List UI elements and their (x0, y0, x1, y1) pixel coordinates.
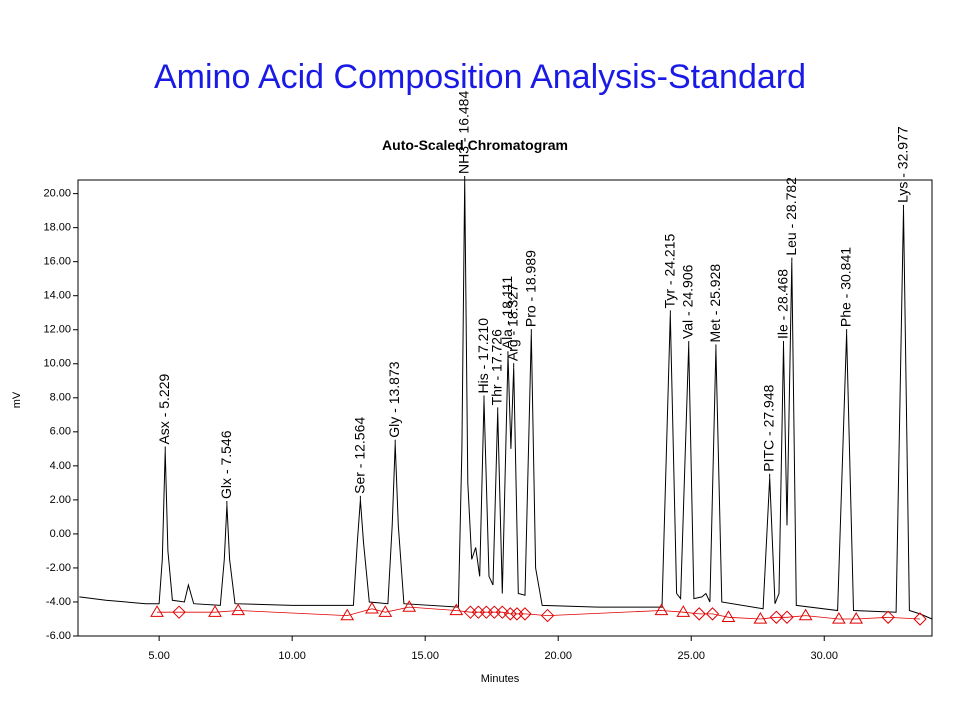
baseline-marker (231, 603, 246, 616)
baseline-marker (753, 611, 768, 624)
peak-label: Lys - 32.977 (894, 126, 910, 203)
x-tick-label: 25.00 (677, 650, 705, 662)
peak-label: Glx - 7.546 (218, 430, 234, 499)
peak-label: Gly - 13.873 (386, 361, 402, 437)
peak-label: Thr - 17.726 (489, 329, 505, 405)
baseline-marker (208, 605, 222, 617)
y-tick-label: 2.00 (50, 494, 71, 506)
x-tick-label: 15.00 (411, 650, 439, 662)
peak-label: PITC - 27.948 (761, 384, 777, 471)
baseline-marker (769, 610, 784, 624)
y-tick-label: 16.00 (43, 256, 71, 268)
peak-label: Leu - 28.782 (783, 177, 799, 256)
y-tick-label: 20.00 (43, 188, 71, 200)
x-tick-label: 20.00 (544, 650, 572, 662)
y-tick-label: 0.00 (50, 528, 71, 540)
x-tick-label: 10.00 (278, 650, 306, 662)
baseline-marker (449, 603, 464, 616)
y-tick-label: 4.00 (50, 460, 71, 472)
baseline-marker (654, 603, 669, 616)
peak-label: Met - 25.928 (707, 264, 723, 343)
baseline-marker (780, 610, 794, 624)
peak-label: NH3 - 16.484 (456, 91, 472, 174)
baseline-marker (849, 611, 864, 624)
baseline-marker (172, 605, 186, 619)
baseline-marker (676, 605, 691, 617)
y-tick-label: 6.00 (50, 426, 71, 438)
peak-label: Ile - 28.468 (774, 269, 790, 339)
chart-title: Auto-Scaled Chromatogram (382, 137, 568, 153)
baseline-marker (692, 607, 706, 621)
baseline-marker (913, 612, 927, 626)
peak-label: Phe - 30.841 (838, 247, 854, 327)
y-tick-label: 14.00 (43, 290, 71, 302)
peak-label: Tyr - 24.215 (661, 234, 677, 309)
baseline-marker (832, 611, 846, 624)
peak-label: His - 17.210 (475, 318, 491, 394)
peak-label: Ala - 18.111 (499, 276, 515, 350)
baseline-marker (402, 600, 417, 612)
peak-label: Asx - 5.229 (156, 374, 172, 445)
y-axis-label: mV (11, 391, 23, 408)
baseline-marker (798, 608, 813, 621)
baseline-marker (503, 607, 518, 621)
y-tick-label: -4.00 (46, 596, 71, 608)
y-tick-label: -6.00 (46, 630, 71, 642)
baseline-marker (540, 608, 555, 623)
plot-frame (77, 179, 933, 637)
baseline-marker (881, 610, 895, 624)
baseline-marker (705, 607, 720, 621)
y-tick-label: 8.00 (50, 392, 71, 404)
baseline-marker (340, 608, 355, 621)
baseline-marker (518, 607, 532, 621)
baseline-marker (721, 610, 736, 622)
x-axis-label: Minutes (481, 673, 520, 685)
baseline-marker (150, 605, 164, 617)
x-tick-label: 5.00 (148, 650, 169, 662)
y-tick-label: 10.00 (43, 358, 71, 370)
peak-label: Val - 24.906 (680, 264, 696, 339)
baseline-marker (378, 605, 393, 617)
x-tick-label: 30.00 (810, 650, 838, 662)
baseline-marker (365, 601, 379, 614)
baseline-marker (495, 605, 510, 619)
y-tick-label: 12.00 (43, 324, 71, 336)
y-tick-label: 18.00 (43, 222, 71, 234)
page-title: Amino Acid Composition Analysis-Standard (154, 58, 806, 96)
y-tick-label: -2.00 (46, 562, 71, 574)
peak-label: Pro - 18.989 (522, 250, 538, 327)
peak-label: Ser - 12.564 (351, 417, 367, 494)
peak-label: Arg - 18.327 (505, 284, 521, 361)
